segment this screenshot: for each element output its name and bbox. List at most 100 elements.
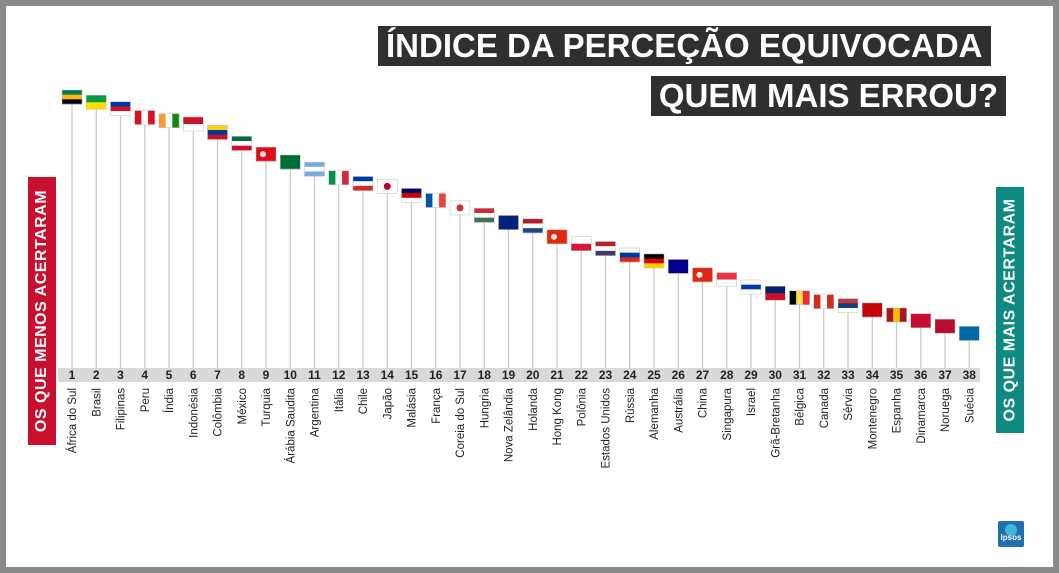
rank-label-38: 38	[963, 368, 977, 382]
country-label-25: Alemanha	[649, 387, 661, 439]
chart-subtitle: QUEM MAIS ERROU?	[650, 76, 1006, 116]
rank-label-2: 2	[93, 368, 100, 382]
flag-layer	[61, 89, 980, 341]
italy-flag	[328, 170, 350, 186]
rank-label-13: 13	[356, 368, 370, 382]
rank-label-29: 29	[744, 368, 758, 382]
rank-label-12: 12	[332, 368, 346, 382]
rank-label-17: 17	[453, 368, 467, 382]
country-label-18: Hungria	[479, 387, 491, 428]
rank-band	[58, 368, 980, 382]
country-label-31: Bélgica	[795, 387, 807, 425]
rank-label-9: 9	[263, 368, 270, 382]
uk-flag	[765, 285, 786, 301]
side-label-least-correct-text: OS QUE MENOS ACERTARAM	[33, 189, 50, 433]
rank-label-22: 22	[575, 368, 589, 382]
indonesia-flag	[183, 116, 204, 132]
slide: 1 2 3 4 5 6 7 8 9 10 11 12 13 14 15 16 17 18 19 20 21 22 23 24 2…	[6, 6, 1053, 567]
country-label-1: África do Sul	[66, 388, 79, 453]
country-label-30: Grã-Bretanha	[770, 387, 782, 457]
rank-label-19: 19	[502, 368, 516, 382]
south-africa-flag	[61, 89, 83, 105]
rank-labels: 1 2 3 4 5 6 7 8 9 10 11 12 13 14 15 16 17 18 19 20 21 22 23 24 2…	[69, 368, 977, 382]
rank-label-16: 16	[429, 368, 443, 382]
rank-label-33: 33	[841, 368, 855, 382]
south-korea-flag	[449, 200, 471, 216]
country-label-23: Estados Unidos	[601, 388, 613, 469]
country-label-6: Indonésia	[188, 387, 200, 437]
country-label-9: Turquia	[261, 387, 273, 426]
montenegro-flag	[862, 302, 883, 318]
rank-label-3: 3	[117, 368, 124, 382]
country-label-7: Colômbia	[213, 387, 225, 436]
country-label-11: Argentina	[310, 387, 322, 437]
rank-label-34: 34	[866, 368, 880, 382]
country-label-19: Nova Zelândia	[504, 387, 516, 462]
stem-layer	[71, 100, 970, 368]
rank-label-15: 15	[405, 368, 419, 382]
canada-flag	[813, 294, 835, 309]
philippines-flag	[110, 101, 131, 117]
rank-label-30: 30	[769, 368, 783, 382]
country-label-37: Noruega	[940, 387, 952, 432]
rank-label-23: 23	[599, 368, 613, 382]
rank-label-25: 25	[647, 368, 661, 382]
sweden-flag	[959, 326, 980, 341]
rank-label-18: 18	[478, 368, 492, 382]
country-label-17: Coreia do Sul	[455, 388, 467, 458]
country-label-8: México	[237, 388, 249, 424]
rank-label-14: 14	[381, 368, 395, 382]
argentina-flag	[304, 161, 325, 177]
colombia-flag	[207, 125, 228, 140]
hong-kong-flag	[546, 229, 568, 245]
chile-flag	[352, 176, 374, 191]
rank-label-37: 37	[938, 368, 952, 382]
mexico-flag	[231, 136, 252, 151]
country-label-16: França	[431, 387, 443, 423]
singapore-flag	[716, 272, 737, 287]
country-label-21: Hong Kong	[552, 388, 564, 446]
country-label-14: Japão	[382, 388, 394, 419]
malaysia-flag	[401, 188, 422, 203]
netherlands-flag	[522, 218, 543, 234]
side-label-most-correct: OS QUE MAIS ACERTARAM	[996, 187, 1024, 433]
country-label-35: Espanha	[892, 387, 904, 433]
country-label-34: Montenegro	[867, 388, 879, 449]
country-label-15: Malásia	[407, 387, 419, 427]
rank-label-27: 27	[696, 368, 710, 382]
rank-label-6: 6	[190, 368, 197, 382]
rank-label-31: 31	[793, 368, 807, 382]
country-label-10: Árábia Saudita	[284, 387, 297, 463]
side-label-least-correct: OS QUE MENOS ACERTARAM	[28, 177, 56, 445]
side-label-most-correct-text: OS QUE MAIS ACERTARAM	[1001, 198, 1019, 422]
ipsos-logo-mark	[1005, 524, 1017, 536]
belgium-flag	[789, 290, 810, 306]
rank-band-bar	[58, 368, 980, 382]
rank-label-28: 28	[720, 368, 734, 382]
rank-label-8: 8	[238, 368, 245, 382]
rank-label-32: 32	[817, 368, 831, 382]
country-label-28: Singapura	[722, 387, 734, 440]
rank-label-4: 4	[141, 368, 148, 382]
ipsos-logo: Ipsos	[998, 521, 1024, 547]
peru-flag	[134, 110, 156, 125]
brazil-flag	[86, 95, 107, 110]
rank-label-10: 10	[284, 368, 298, 382]
japan-flag	[377, 179, 398, 194]
turkey-flag	[255, 146, 277, 162]
rank-label-5: 5	[166, 368, 173, 382]
new-zealand-flag	[498, 215, 519, 230]
country-label-20: Holanda	[528, 387, 540, 430]
saudi-arabia-flag	[280, 154, 301, 170]
rank-label-24: 24	[623, 368, 637, 382]
rank-label-1: 1	[69, 368, 76, 382]
country-label-36: Dinamarca	[916, 387, 928, 443]
france-flag	[425, 193, 447, 208]
country-label-38: Suécia	[964, 387, 976, 423]
norway-flag	[934, 318, 956, 334]
rank-label-7: 7	[214, 368, 221, 382]
rank-label-11: 11	[308, 368, 321, 382]
country-label-32: Canada	[819, 387, 831, 428]
country-label-12: Itália	[334, 387, 346, 412]
serbia-flag	[837, 298, 859, 313]
